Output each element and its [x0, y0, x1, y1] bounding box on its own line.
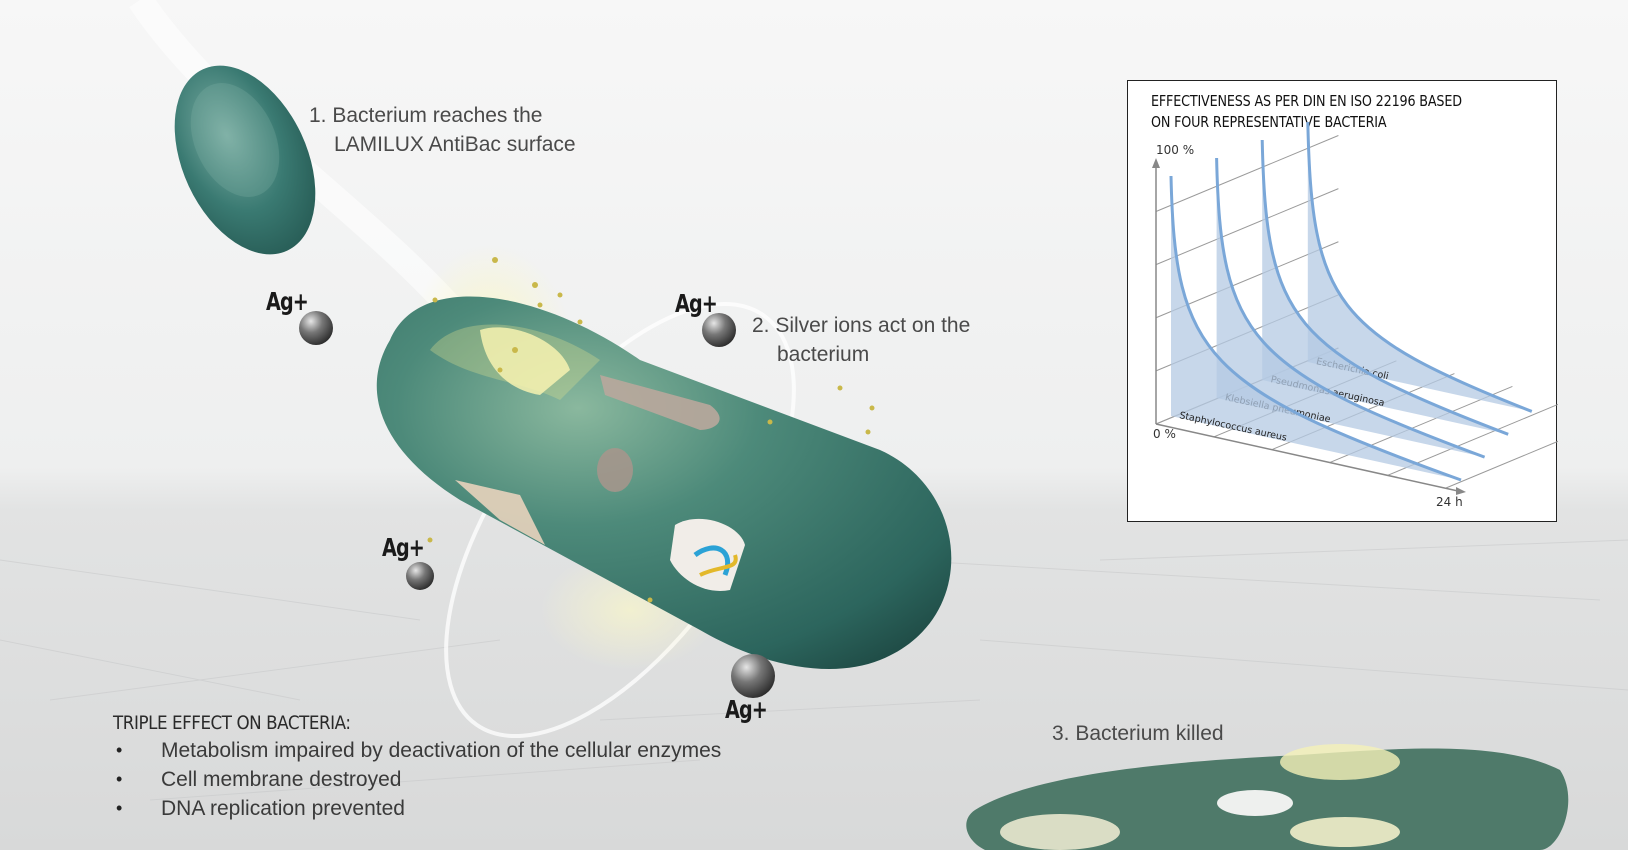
- effectiveness-chart: EFFECTIVENESS AS PER DIN EN ISO 22196 BA…: [1127, 80, 1558, 522]
- step-3-text: 3. Bacterium killed: [1052, 722, 1224, 745]
- y-top-label: 100 %: [1156, 143, 1194, 157]
- chart-title: EFFECTIVENESS AS PER DIN EN ISO 22196 BA…: [1151, 92, 1462, 131]
- bacterium-approaching: [174, 65, 316, 255]
- triple-effect-block: TRIPLE EFFECT ON BACTERIA: • Metabolism i…: [113, 712, 721, 823]
- step-1-line-2: LAMILUX AntiBac surface: [334, 133, 576, 156]
- ag-ion-label: Ag+: [266, 287, 309, 316]
- list-item: • Cell membrane destroyed: [113, 765, 721, 794]
- series-area: [1171, 176, 1461, 480]
- x-axis: [1155, 423, 1459, 492]
- series-line: [1169, 175, 1462, 482]
- ag-ion-label: Ag+: [675, 289, 718, 318]
- list-item-text: Metabolism impaired by deactivation of t…: [161, 739, 722, 762]
- series-line: [1306, 121, 1533, 413]
- step-1-line-1: 1. Bacterium reaches the: [309, 104, 543, 127]
- bullet: •: [116, 798, 123, 818]
- step-2-line-2: bacterium: [777, 343, 870, 366]
- killed-bacterium: [966, 744, 1569, 850]
- grid-line: [1445, 440, 1558, 489]
- step-2-line-1: 2. Silver ions act on the: [752, 314, 971, 337]
- series-area: [1307, 122, 1532, 412]
- silver-ion-spheres: [299, 311, 775, 698]
- triple-effect-list: • Metabolism impaired by deactivation of …: [113, 736, 721, 823]
- x-end-label: 24 h: [1436, 495, 1463, 509]
- grid-line: [1387, 403, 1558, 476]
- surface-scratches: [0, 539, 1628, 801]
- list-item-text: Cell membrane destroyed: [161, 768, 402, 791]
- series-area: [1216, 158, 1485, 458]
- bullet: •: [116, 769, 123, 789]
- bacterium-main: [376, 296, 952, 669]
- list-item: • Metabolism impaired by deactivation of …: [113, 736, 721, 765]
- y-axis-arrow: [1152, 158, 1160, 168]
- step-1-text: 1. Bacterium reaches the LAMILUX AntiBac…: [309, 101, 576, 159]
- series-area: [1262, 140, 1509, 435]
- ag-ion-label: Ag+: [725, 695, 768, 724]
- chart-plot: Escherichia coliPseudmonas aeruginosaKle…: [1152, 121, 1558, 509]
- silver-ion-particles: [427, 257, 875, 603]
- list-item-text: DNA replication prevented: [161, 797, 405, 820]
- step-2-text: 2. Silver ions act on the bacterium: [752, 311, 970, 369]
- list-item: • DNA replication prevented: [113, 794, 721, 823]
- y-bottom-label: 0 %: [1153, 427, 1176, 441]
- x-axis-arrow: [1456, 487, 1466, 495]
- ag-ion-label: Ag+: [382, 533, 425, 562]
- triple-effect-title: TRIPLE EFFECT ON BACTERIA:: [113, 712, 351, 734]
- series-line: [1260, 139, 1509, 436]
- bullet: •: [116, 740, 123, 760]
- series-line: [1215, 157, 1486, 459]
